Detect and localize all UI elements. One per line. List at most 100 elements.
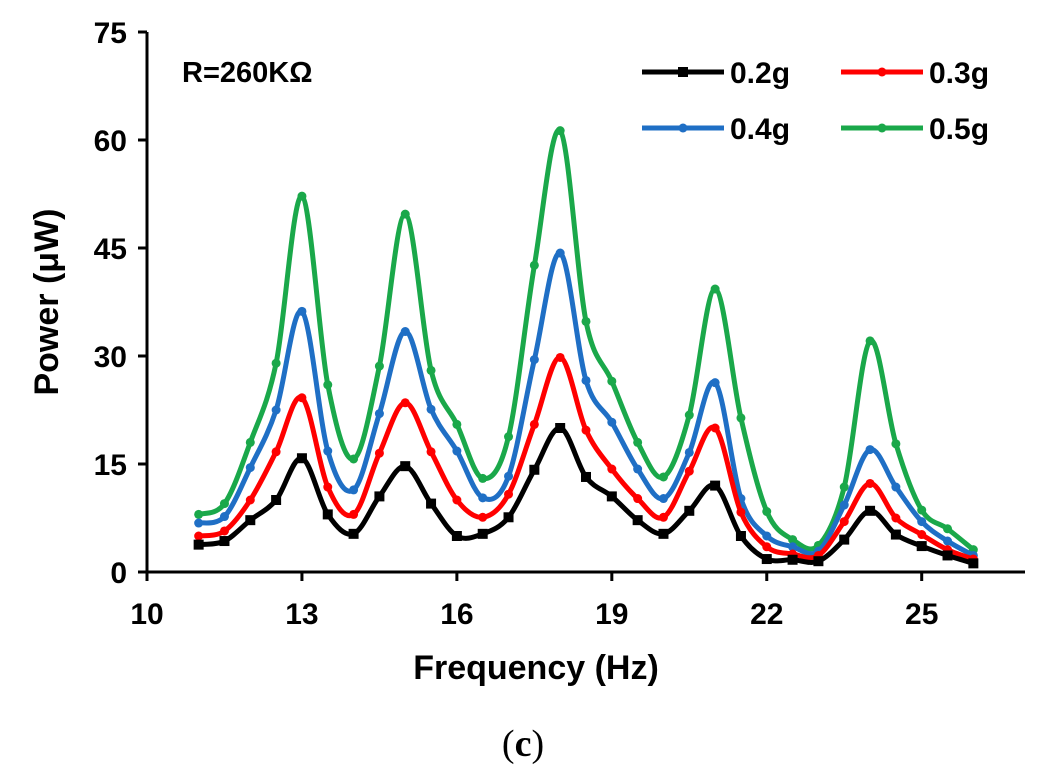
- data-point: [633, 494, 643, 504]
- data-point: [710, 284, 720, 294]
- data-point: [400, 398, 410, 408]
- data-point: [504, 471, 514, 481]
- y-tick-label: 60: [94, 125, 127, 158]
- data-point: [323, 380, 333, 390]
- legend: 0.2g 0.3g 0.4g 0.5g: [642, 57, 989, 146]
- x-tick-label: 10: [130, 598, 163, 631]
- data-point: [606, 491, 617, 502]
- x-tick-label: 13: [285, 598, 318, 631]
- data-point: [529, 260, 539, 270]
- data-point: [788, 542, 798, 552]
- data-point: [323, 482, 333, 492]
- data-point: [633, 437, 643, 447]
- data-point: [349, 509, 359, 519]
- data-point: [968, 558, 979, 569]
- y-tick-label: 75: [94, 17, 127, 50]
- data-point: [245, 495, 255, 505]
- data-point: [736, 507, 746, 517]
- data-point: [374, 491, 385, 502]
- data-point: [452, 419, 462, 429]
- data-point: [581, 425, 591, 435]
- data-point: [477, 528, 488, 539]
- data-point: [349, 454, 359, 464]
- data-point: [762, 531, 772, 541]
- legend-item: 0.5g: [841, 113, 989, 146]
- data-point: [426, 498, 437, 509]
- data-point: [942, 550, 953, 561]
- data-point: [245, 463, 255, 473]
- data-point: [839, 482, 849, 492]
- data-point: [581, 471, 591, 482]
- data-point: [400, 209, 410, 219]
- data-point: [710, 480, 721, 491]
- data-point: [219, 526, 229, 536]
- y-tick-label: 0: [110, 557, 127, 590]
- data-point: [194, 531, 204, 541]
- data-point: [813, 556, 824, 567]
- data-point: [426, 404, 436, 414]
- figure-caption: (c): [0, 722, 1046, 766]
- data-point: [555, 352, 565, 362]
- x-tick-label: 16: [440, 598, 473, 631]
- data-point: [400, 327, 410, 337]
- data-point: [194, 518, 204, 528]
- data-point: [374, 409, 384, 419]
- data-point: [943, 536, 953, 546]
- data-point: [296, 453, 307, 464]
- data-point: [762, 542, 772, 552]
- data-point: [735, 531, 746, 541]
- series-0-3g: [194, 352, 978, 564]
- legend-marker: [877, 67, 887, 77]
- data-point: [865, 478, 875, 488]
- data-point: [529, 419, 539, 429]
- data-point: [478, 473, 488, 483]
- data-point: [658, 472, 668, 482]
- data-point: [607, 376, 617, 386]
- data-point: [297, 191, 307, 201]
- data-point: [787, 554, 798, 565]
- legend-marker: [877, 123, 887, 133]
- data-point: [193, 539, 204, 550]
- caption-letter: c: [514, 723, 532, 765]
- data-point: [917, 505, 927, 515]
- data-point: [916, 541, 927, 552]
- plot-series-layer: [193, 126, 979, 569]
- data-point: [943, 524, 953, 534]
- data-point: [194, 509, 204, 519]
- y-tick-label: 15: [94, 449, 127, 482]
- data-point: [426, 365, 436, 375]
- data-point: [633, 464, 643, 474]
- data-point: [581, 316, 591, 326]
- data-point: [323, 446, 333, 456]
- data-point: [891, 482, 901, 492]
- data-point: [839, 517, 849, 527]
- data-point: [504, 432, 514, 442]
- data-point: [219, 499, 229, 509]
- data-point: [891, 513, 901, 523]
- legend-label: 0.3g: [929, 57, 989, 90]
- data-point: [684, 505, 695, 516]
- caption-close-paren: ): [531, 723, 545, 765]
- data-point: [504, 489, 514, 499]
- data-point: [451, 531, 462, 541]
- data-point: [374, 361, 384, 371]
- data-point: [684, 466, 694, 476]
- data-point: [219, 536, 230, 547]
- legend-marker: [678, 67, 688, 77]
- data-point: [890, 529, 901, 540]
- data-point: [219, 512, 229, 522]
- data-point: [503, 512, 514, 523]
- data-point: [788, 535, 798, 545]
- x-tick-label: 25: [905, 598, 938, 631]
- data-point: [555, 248, 565, 258]
- data-point: [245, 437, 255, 447]
- data-point: [348, 528, 359, 539]
- legend-marker: [678, 123, 688, 133]
- series-line: [197, 127, 975, 552]
- data-point: [839, 500, 849, 510]
- data-point: [865, 505, 876, 516]
- data-point: [736, 413, 746, 423]
- y-tick-label: 45: [94, 233, 127, 266]
- data-point: [632, 515, 643, 526]
- data-point: [607, 464, 617, 474]
